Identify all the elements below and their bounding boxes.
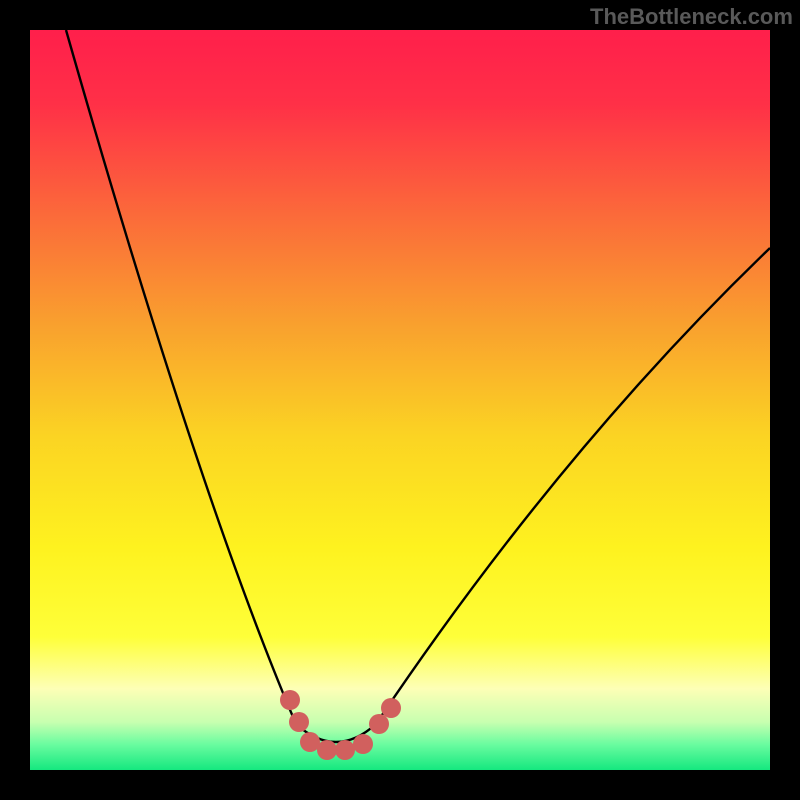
watermark-label: TheBottleneck.com [590, 4, 793, 30]
v-curve [66, 30, 770, 742]
marker-dots [280, 690, 401, 760]
curve-overlay [0, 0, 800, 800]
chart-container: TheBottleneck.com [0, 0, 800, 800]
